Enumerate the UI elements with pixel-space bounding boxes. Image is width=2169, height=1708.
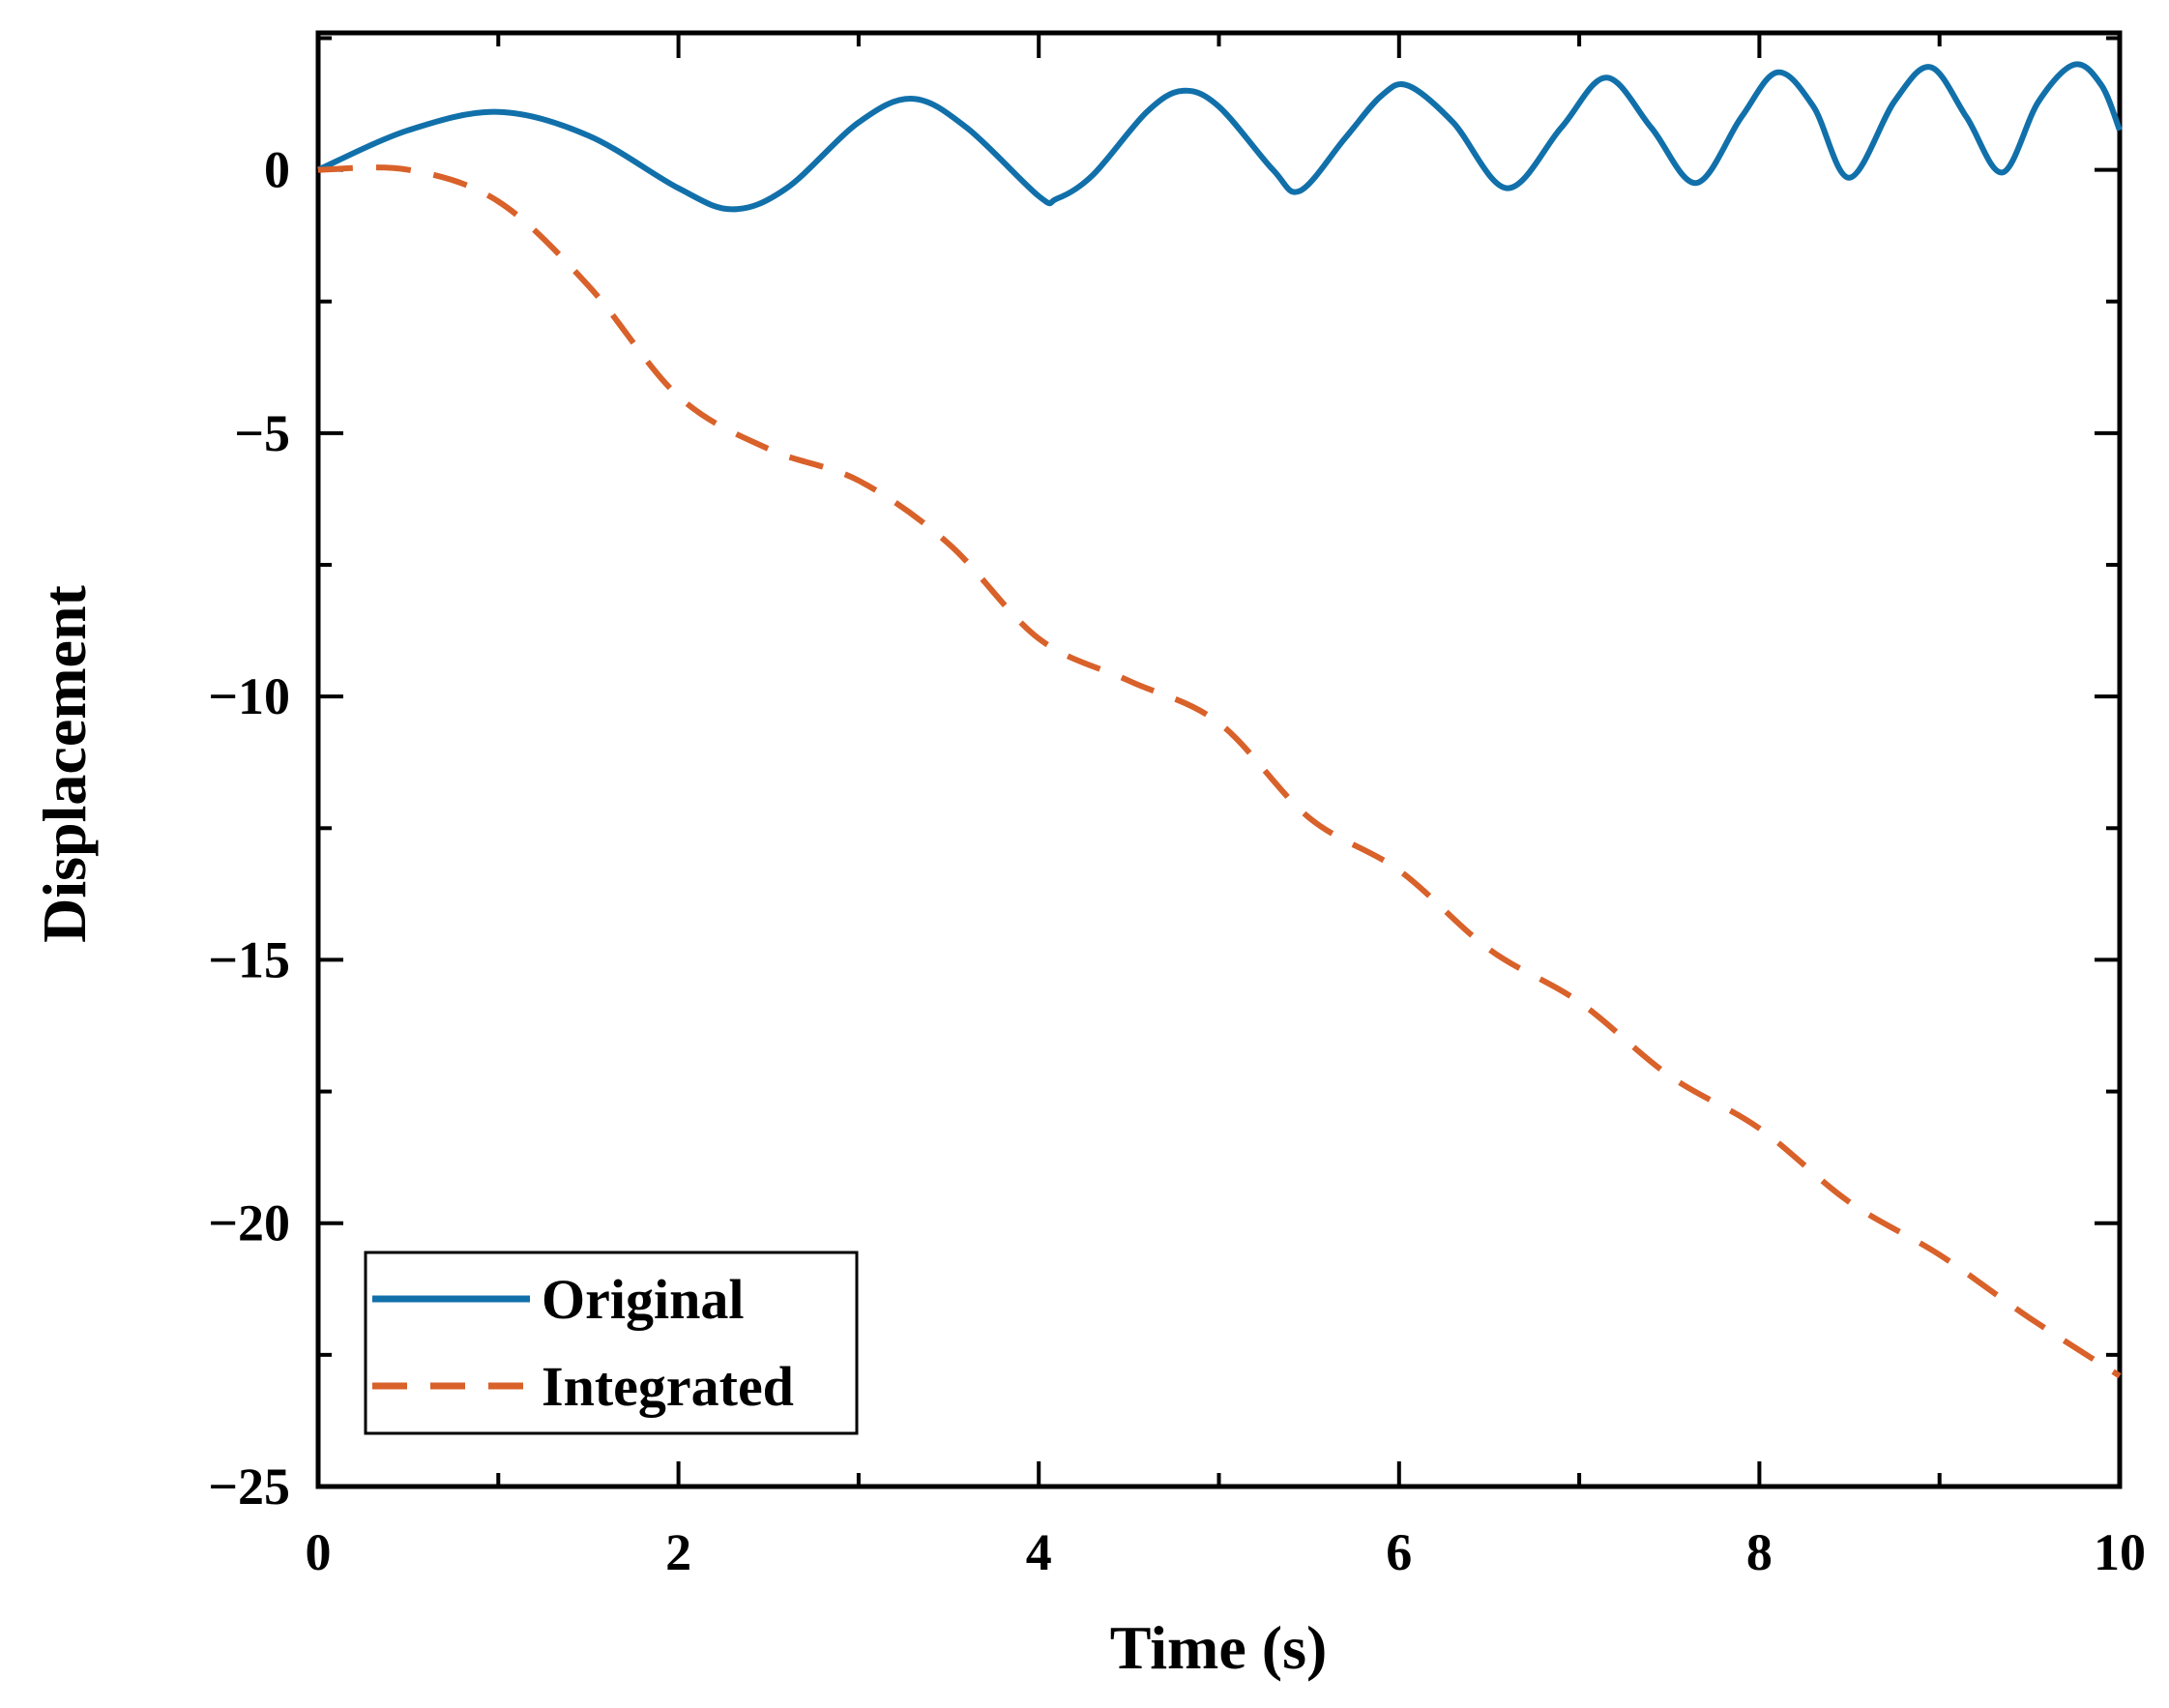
y-tick-label: −15 bbox=[208, 930, 290, 988]
x-tick-label: 4 bbox=[1026, 1523, 1052, 1581]
legend-box bbox=[364, 1251, 859, 1435]
x-axis-title: Time (s) bbox=[1110, 1613, 1328, 1682]
axis-ticks bbox=[316, 33, 2122, 1488]
x-tick-label: 8 bbox=[1746, 1523, 1773, 1581]
legend-label-original: Original bbox=[542, 1268, 744, 1331]
y-axis-title: Displacement bbox=[30, 584, 99, 942]
x-tick-label: 10 bbox=[2094, 1523, 2146, 1581]
y-tick-label: −25 bbox=[208, 1458, 290, 1516]
legend-label-integrated: Integrated bbox=[542, 1355, 794, 1418]
x-tick-label: 2 bbox=[665, 1523, 691, 1581]
y-tick-label: 0 bbox=[264, 141, 290, 199]
series-line-integrated bbox=[317, 164, 2122, 1379]
series-layer bbox=[316, 61, 2123, 1379]
y-tick-label: −10 bbox=[208, 667, 290, 725]
x-tick-label: 6 bbox=[1386, 1523, 1412, 1581]
tick-labels: 0 2 4 6 8 10 0 −5 −10 −15 −20 −25 bbox=[208, 141, 2146, 1581]
legend: Original Integrated bbox=[364, 1251, 859, 1435]
y-tick-label: −5 bbox=[234, 404, 290, 462]
series-line-original bbox=[316, 61, 2123, 213]
x-tick-label: 0 bbox=[306, 1523, 332, 1581]
y-tick-label: −20 bbox=[208, 1194, 290, 1252]
